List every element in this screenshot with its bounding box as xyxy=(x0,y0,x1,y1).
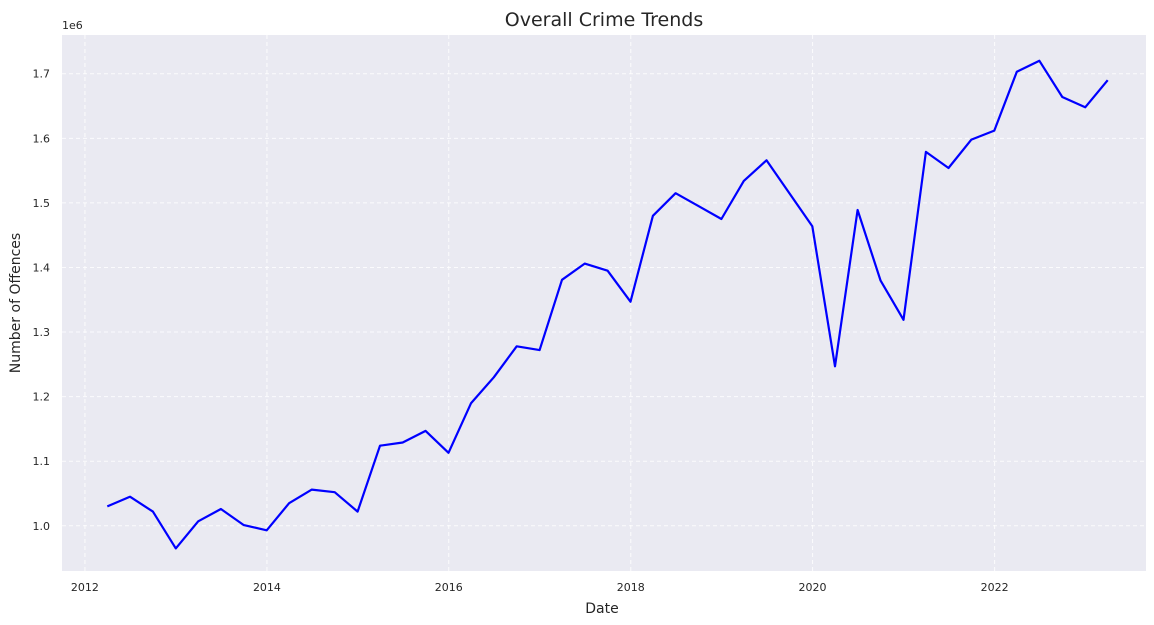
y-tick-label: 1.5 xyxy=(33,197,51,210)
grid-layer xyxy=(62,35,1146,571)
y-offset-text: 1e6 xyxy=(62,19,83,32)
y-tick-label: 1.1 xyxy=(33,455,51,468)
y-tick-label: 1.2 xyxy=(33,391,51,404)
x-tick-label: 2012 xyxy=(71,581,99,594)
chart-title: Overall Crime Trends xyxy=(505,9,703,31)
y-tick-labels: 1.0 1.1 1.2 1.3 1.4 1.5 1.6 1.7 xyxy=(33,68,51,533)
x-tick-label: 2014 xyxy=(253,581,281,594)
x-tick-label: 2016 xyxy=(435,581,463,594)
x-tick-label: 2022 xyxy=(981,581,1009,594)
y-tick-label: 1.6 xyxy=(33,132,51,145)
y-axis-label: Number of Offences xyxy=(8,233,24,373)
series-layer xyxy=(106,59,1109,550)
plot-background xyxy=(62,35,1146,571)
y-tick-label: 1.7 xyxy=(33,68,51,81)
x-tick-label: 2018 xyxy=(617,581,645,594)
series-line xyxy=(106,59,1109,550)
y-tick-label: 1.4 xyxy=(33,261,51,274)
x-tick-label: 2020 xyxy=(799,581,827,594)
y-tick-label: 1.0 xyxy=(33,520,51,533)
x-tick-labels: 2012 2014 2016 2018 2020 2022 xyxy=(71,581,1009,594)
y-tick-label: 1.3 xyxy=(33,326,51,339)
x-axis-label: Date xyxy=(585,601,618,617)
